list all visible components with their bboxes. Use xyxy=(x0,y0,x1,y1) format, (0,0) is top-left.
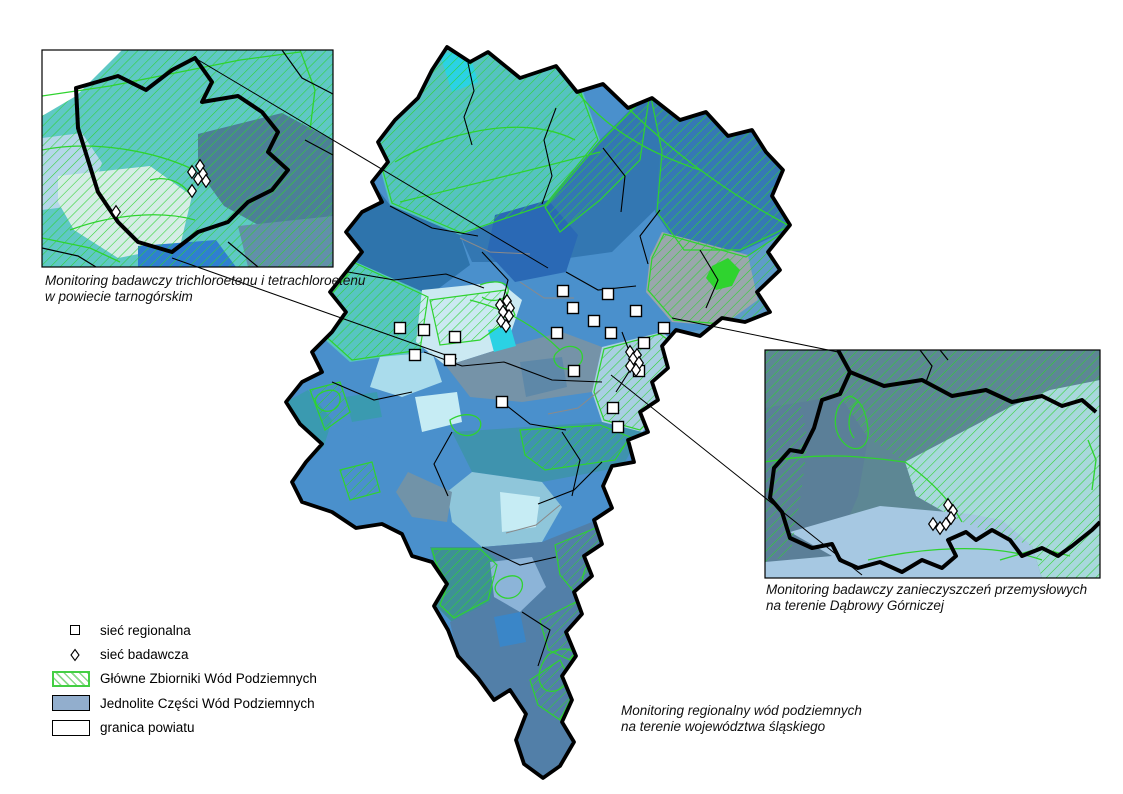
caption-line: na terenie województwa śląskiego xyxy=(621,718,826,734)
jcwpd-blue-swatch xyxy=(52,695,90,712)
legend-row-powiat-border: granica powiatu xyxy=(52,716,317,740)
regional-network-marker xyxy=(550,326,564,340)
research-network-marker xyxy=(624,358,636,374)
regional-network-marker xyxy=(601,287,615,301)
voivodeship-boundary xyxy=(284,45,792,780)
inset-tarnogorski-caption: Monitoring badawczy trichloroetenu i tet… xyxy=(45,273,365,304)
inset-dabrowa-frame xyxy=(764,349,1101,579)
research-network-marker xyxy=(500,318,512,334)
research-network-marker xyxy=(927,516,939,532)
regional-network-marker xyxy=(448,330,462,344)
legend-label: Jednolite Części Wód Podziemnych xyxy=(100,695,315,711)
legend-row-jcwpd: Jednolite Części Wód Podziemnych xyxy=(52,691,317,715)
main-map-caption: Monitoring regionalny wód podziemnych na… xyxy=(621,703,862,734)
research-network-marker xyxy=(186,183,198,199)
research-network-marker xyxy=(934,520,946,536)
caption-line: w powiecie tarnogórskim xyxy=(45,288,193,304)
research-network-marker xyxy=(200,173,212,189)
regional-network-square-symbol xyxy=(70,625,80,636)
gzwp-hatched-areas xyxy=(309,47,790,721)
regional-network-marker xyxy=(408,348,422,362)
inset-map-dabrowa-gornicza xyxy=(764,349,1101,579)
legend: sieć regionalna sieć badawcza Główne Zbi… xyxy=(52,618,317,740)
gzwp-hatched-swatch xyxy=(52,670,90,687)
research-network-marker xyxy=(630,362,642,378)
caption-line: Monitoring badawczy zanieczyszczeń przem… xyxy=(766,582,1088,597)
regional-network-marker xyxy=(604,326,618,340)
research-network-diamond-symbol xyxy=(70,648,80,662)
regional-network-marker xyxy=(637,336,651,350)
legend-label: sieć regionalna xyxy=(100,622,191,638)
regional-network-marker xyxy=(495,395,509,409)
research-network-marker xyxy=(192,171,204,187)
research-network-marker xyxy=(945,510,957,526)
inset-dabrowa-caption: Monitoring badawczy zanieczyszczeń przem… xyxy=(766,582,1087,613)
regional-network-marker xyxy=(443,353,457,367)
legend-row-research-network: sieć badawcza xyxy=(52,642,317,666)
legend-label: sieć badawcza xyxy=(100,647,189,663)
caption-line: Monitoring badawczy trichloroetenu i tet… xyxy=(45,273,366,288)
main-voivodeship-map xyxy=(284,45,792,780)
dabrowa-gornicza-boundary xyxy=(768,350,1100,574)
regional-network-marker xyxy=(587,314,601,328)
gzwp-boundary-lines xyxy=(314,65,789,692)
research-network-marker xyxy=(940,516,952,532)
legend-row-gzwp: Główne Zbiorniki Wód Podziemnych xyxy=(52,667,317,691)
research-network-marker xyxy=(503,308,515,324)
inset-tarnogorski-research-markers xyxy=(110,158,212,220)
jcwpd-borders xyxy=(459,237,601,534)
inset-map-tarnogorski xyxy=(41,49,334,268)
regional-network-marker xyxy=(567,364,581,378)
inset-tarnogorski-frame xyxy=(41,49,334,268)
research-network-marker xyxy=(942,497,954,513)
regional-network-marker xyxy=(393,321,407,335)
callout-leader-lines xyxy=(171,57,863,576)
regional-network-marker xyxy=(611,420,625,434)
inset-dabrowa-research-markers xyxy=(927,497,959,536)
legend-label: Główne Zbiorniki Wód Podziemnych xyxy=(100,671,317,687)
regional-network-marker xyxy=(629,304,643,318)
regional-network-marker xyxy=(606,401,620,415)
legend-row-regional-network: sieć regionalna xyxy=(52,618,317,642)
powiat-border-swatch xyxy=(52,719,90,736)
caption-line: Monitoring regionalny wód podziemnych xyxy=(621,703,862,718)
regional-network-marker xyxy=(556,284,570,298)
research-network-markers xyxy=(494,293,645,378)
gzwp-dense-boundary-cluster xyxy=(706,258,740,290)
regional-network-marker xyxy=(657,321,671,335)
regional-network-marker xyxy=(566,301,580,315)
research-network-marker xyxy=(186,164,198,180)
regional-network-marker xyxy=(417,323,431,337)
caption-line: na terenie Dąbrowy Górniczej xyxy=(766,597,944,613)
research-network-marker xyxy=(110,204,122,220)
legend-label: granica powiatu xyxy=(100,720,195,736)
